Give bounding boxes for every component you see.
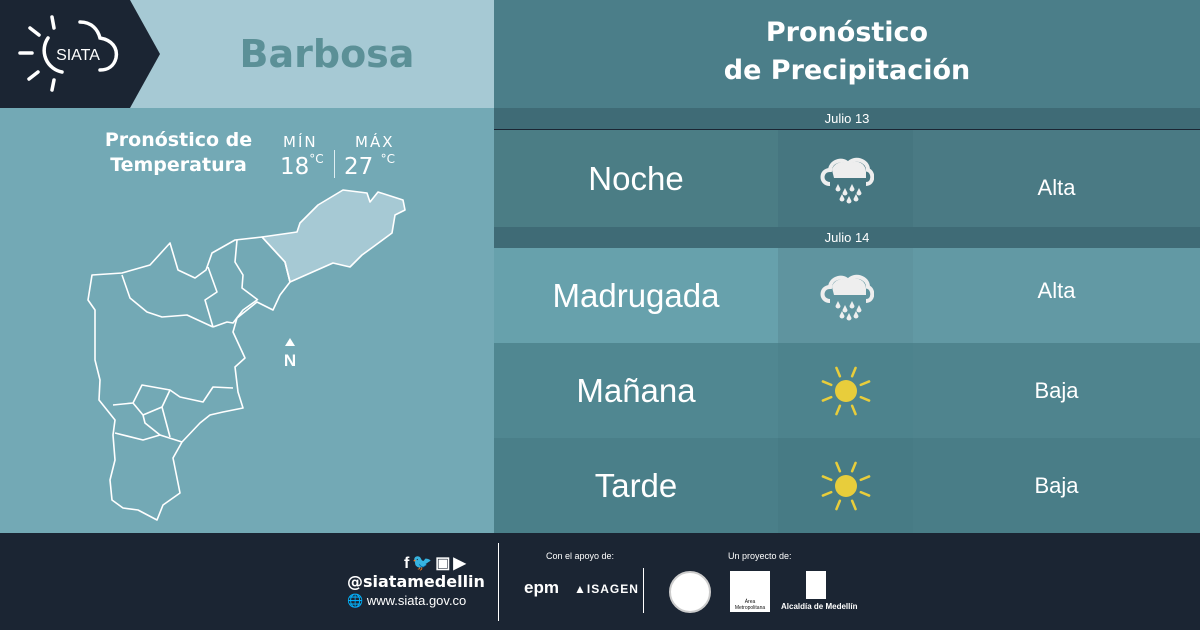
alcaldia-logo-text: Alcaldía de Medellín: [781, 602, 858, 611]
website-link[interactable]: 🌐 www.siata.gov.co: [347, 593, 467, 608]
probability-level: Alta: [913, 248, 1200, 343]
north-arrow-icon: [285, 338, 295, 346]
north-label: N: [284, 351, 296, 370]
min-label: MÍN: [283, 133, 318, 151]
municipality-map: N: [87, 189, 406, 521]
project-label: Un proyecto de:: [728, 551, 792, 561]
precipitation-title-line2: de Precipitación: [723, 55, 971, 86]
isagen-logo: ▲ISAGEN: [574, 582, 639, 596]
probability-level: Baja: [913, 343, 1200, 438]
period-label: Mañana: [494, 343, 778, 438]
support-label: Con el apoyo de:: [546, 551, 615, 561]
temp-divider: [334, 150, 335, 178]
area-metropolitana-logo: Área Metropolitana: [730, 571, 770, 612]
epm-logo: epm: [524, 578, 559, 597]
footer-divider: [498, 543, 499, 621]
forecast-row: Noche Alta: [494, 130, 1200, 227]
forecast-row: Madrugada Alta: [494, 248, 1200, 343]
city-name: Barbosa: [239, 32, 415, 76]
max-label: MÁX: [355, 133, 395, 151]
antioquia-seal-logo: [669, 571, 711, 613]
min-temp: 18°C: [280, 152, 324, 180]
temperature-title-line1: Pronóstico de: [104, 129, 253, 151]
siata-logo: SIATA: [0, 0, 160, 108]
period-label: Noche: [494, 130, 778, 227]
footer-divider: [643, 568, 644, 613]
temperature-panel: [0, 108, 494, 533]
alcaldia-crest-logo: [806, 571, 826, 599]
precipitation-title-line1: Pronóstico: [765, 17, 929, 48]
valle-aburra-region: [87, 236, 291, 521]
precipitation-header: Pronóstico de Precipitación: [494, 0, 1200, 108]
forecast-row: Mañana Baja: [494, 343, 1200, 438]
period-label: Madrugada: [494, 248, 778, 343]
globe-icon: 🌐: [347, 593, 364, 608]
sun-icon: [778, 438, 913, 533]
temperature-title: Pronóstico de Temperatura: [96, 128, 261, 178]
temperature-title-line2: Temperatura: [110, 154, 247, 176]
footer: [0, 533, 1200, 630]
period-label: Tarde: [494, 438, 778, 533]
social-icons[interactable]: f🐦▣▶: [404, 555, 469, 572]
social-handle[interactable]: @siatamedellin: [347, 572, 485, 591]
siata-logo-text: SIATA: [56, 47, 100, 64]
probability-level: Baja: [913, 438, 1200, 533]
forecast-row: Tarde Baja: [494, 438, 1200, 533]
date-bar: Julio 14: [494, 227, 1200, 248]
date-bar: Julio 13: [494, 108, 1200, 129]
sun-icon: [778, 343, 913, 438]
max-temp: 27 °C: [344, 152, 395, 180]
rain-cloud-icon: [778, 248, 913, 343]
probability-level: Alta: [913, 130, 1200, 227]
rain-cloud-icon: [778, 130, 913, 227]
barbosa-region: [261, 189, 406, 283]
